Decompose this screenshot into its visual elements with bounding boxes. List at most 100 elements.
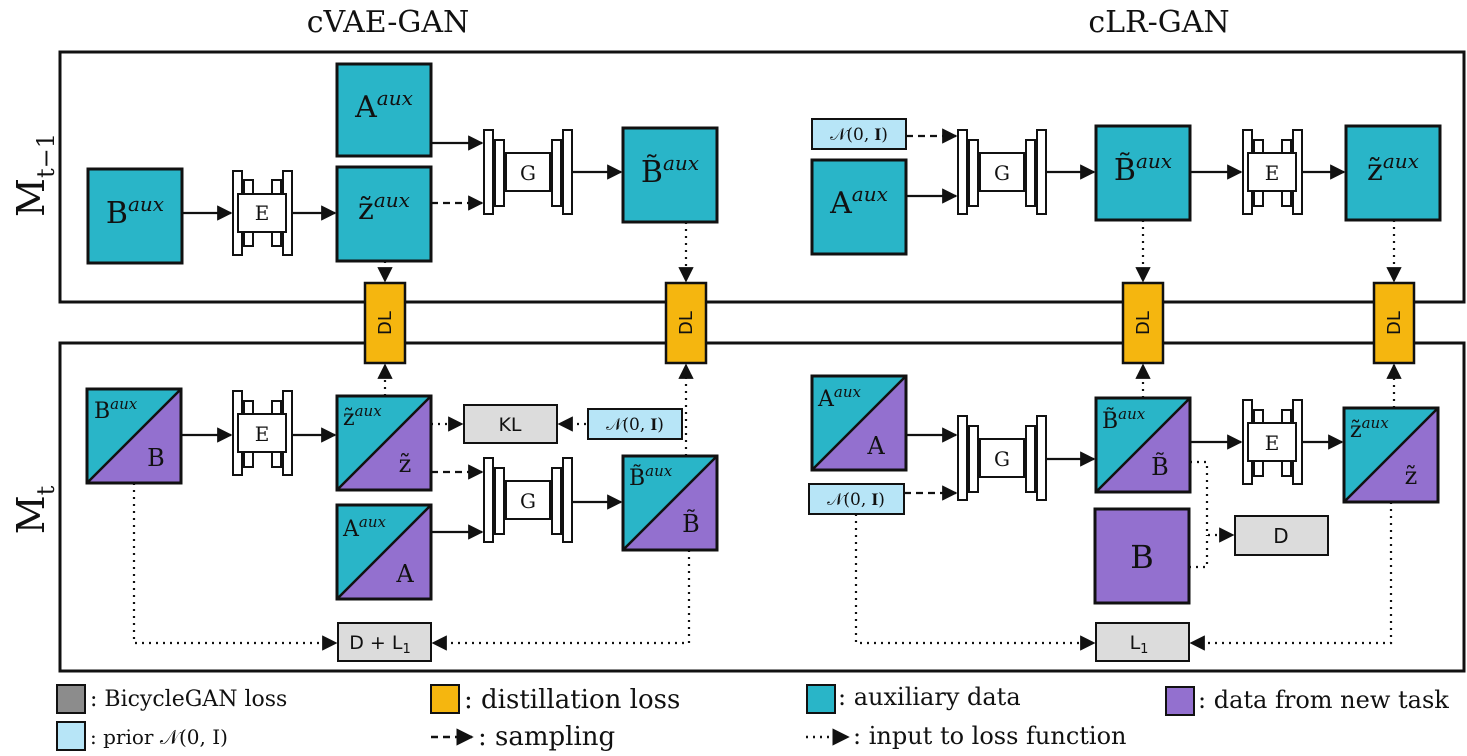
svg-text:Baux: Baux [94, 395, 138, 424]
generator-block: G [483, 129, 573, 215]
svg-text:B: B [147, 444, 165, 472]
svg-text:E: E [255, 201, 270, 225]
bottom-bt-mixed-box: B̃aux B̃ [621, 454, 719, 552]
kl-loss-box: KL [463, 404, 558, 444]
legend-auxiliary-data: : auxiliary data [806, 683, 1021, 714]
encoder-block: E [1242, 399, 1303, 485]
panel-previous-model [58, 50, 1466, 304]
legend-new-task-data: : data from new task [1165, 686, 1449, 716]
legend-distillation-loss: : distillation loss [430, 684, 680, 715]
svg-text:A: A [866, 432, 885, 460]
svg-text:z̃aux: z̃aux [1350, 414, 1389, 443]
bottom-prior-box: 𝒩(0, 𝐈) [587, 408, 683, 440]
svg-text:: sampling: : sampling [478, 722, 615, 752]
top-z-aux-box: z̃aux [335, 165, 433, 263]
top-a-aux-box: Aaux [335, 62, 433, 158]
panel-current-model [58, 341, 1466, 673]
bottom-right-prior-box: 𝒩(0, 𝐈) [808, 483, 905, 515]
svg-text:z̃: z̃ [399, 450, 412, 478]
svg-text:E: E [1265, 161, 1280, 185]
svg-text:B: B [1130, 538, 1154, 576]
l1-loss-box: L1 [1095, 622, 1190, 662]
generator-block: G [957, 415, 1047, 501]
svg-text:Mt: Mt [9, 485, 60, 534]
encoder-block: E [1242, 129, 1303, 215]
dl-input-connectors [377, 220, 1402, 456]
svg-text:: BicycleGAN loss: : BicycleGAN loss [90, 687, 287, 712]
distillation-loss-box: DL [1372, 281, 1416, 365]
svg-text:G: G [994, 161, 1010, 185]
svg-text:: prior 𝒩(0, I): : prior 𝒩(0, I) [90, 725, 228, 749]
bottom-z-mixed-box: z̃aux z̃ [335, 394, 433, 492]
discriminator-loss-box: D [1234, 515, 1329, 556]
svg-text:Aaux: Aaux [829, 182, 888, 221]
generator-block: G [957, 129, 1047, 215]
row-label-m-t: Mt [9, 485, 60, 534]
svg-text:z̃aux: z̃aux [358, 188, 410, 227]
bottom-left-connectors [132, 416, 691, 651]
svg-text:: auxiliary data: : auxiliary data [838, 683, 1021, 711]
svg-text:B̃: B̃ [1151, 453, 1169, 481]
svg-text:Mt−1: Mt−1 [9, 133, 60, 217]
svg-text:DL: DL [375, 311, 396, 335]
svg-text:DL: DL [676, 311, 697, 335]
svg-text:DL: DL [1133, 311, 1154, 335]
svg-text:z̃aux: z̃aux [343, 402, 382, 431]
generator-block: G [483, 457, 573, 543]
title-clr-gan: cLR-GAN [1088, 5, 1229, 40]
top-right-z-aux-box: z̃aux [1344, 124, 1442, 222]
bottom-right-connectors [854, 427, 1393, 651]
bottom-right-a-mixed-box: Aaux A [810, 374, 908, 472]
svg-text:Baux: Baux [106, 192, 164, 231]
bottom-b-mixed-box: Baux B [85, 387, 183, 485]
top-right-connectors [906, 128, 1346, 204]
legend-sampling: : sampling [431, 722, 615, 752]
legend-input-to-loss: : input to loss function [806, 722, 1127, 750]
distillation-loss-box: DL [1121, 281, 1165, 365]
svg-text:E: E [255, 422, 270, 446]
svg-text:D + L1: D + L1 [349, 632, 411, 657]
svg-text:DL: DL [1384, 311, 1405, 335]
svg-text:G: G [520, 489, 536, 513]
bottom-right-z-mixed-box: z̃aux z̃ [1342, 406, 1440, 504]
svg-text:B̃aux: B̃aux [1102, 405, 1146, 434]
title-cvae-gan: cVAE-GAN [307, 5, 470, 40]
top-left-connectors [182, 135, 623, 221]
top-right-a-aux-box: Aaux [810, 158, 908, 256]
row-label-m-t-minus-1: Mt−1 [9, 133, 60, 217]
top-b-aux-box: Baux [86, 167, 184, 265]
bottom-right-bt-mixed-box: B̃aux B̃ [1094, 396, 1192, 494]
d-plus-l1-loss-box: D + L1 [337, 622, 432, 662]
svg-text:A: A [395, 560, 414, 588]
svg-text:Aaux: Aaux [817, 383, 861, 412]
svg-text:z̃: z̃ [1405, 462, 1418, 490]
svg-text:: distillation loss: : distillation loss [464, 685, 680, 715]
distillation-loss-box: DL [664, 281, 708, 365]
legend-bicyclegan-loss: : BicycleGAN loss [56, 684, 287, 714]
top-right-bt-aux-box: B̃aux [1094, 124, 1192, 222]
new-task-b-box: B [1093, 507, 1191, 605]
svg-text:G: G [994, 447, 1010, 471]
svg-text:D: D [1273, 524, 1288, 548]
svg-text:KL: KL [498, 414, 521, 436]
legend-prior: : prior 𝒩(0, I) [56, 721, 228, 751]
bottom-a-mixed-box: Aaux A [335, 503, 433, 601]
encoder-block: E [232, 390, 293, 476]
svg-text:B̃aux: B̃aux [1114, 149, 1172, 188]
top-prior-box: 𝒩(0, 𝐈) [811, 118, 907, 150]
svg-text:z̃aux: z̃aux [1367, 149, 1419, 188]
svg-text:: data from new task: : data from new task [1198, 686, 1449, 714]
svg-text:B̃: B̃ [682, 510, 700, 538]
svg-text:L1: L1 [1130, 632, 1149, 657]
encoder-block: E [232, 170, 293, 256]
svg-text:Aaux: Aaux [354, 86, 413, 125]
svg-text:𝒩(0, 𝐈): 𝒩(0, 𝐈) [827, 490, 885, 510]
distillation-loss-box: DL [363, 281, 407, 365]
svg-text:𝒩(0, 𝐈): 𝒩(0, 𝐈) [830, 125, 888, 145]
svg-text:: input to loss function: : input to loss function [853, 722, 1127, 750]
svg-text:B̃aux: B̃aux [629, 462, 673, 491]
svg-text:G: G [520, 161, 536, 185]
svg-text:B̃aux: B̃aux [641, 151, 699, 190]
svg-text:E: E [1265, 431, 1280, 455]
